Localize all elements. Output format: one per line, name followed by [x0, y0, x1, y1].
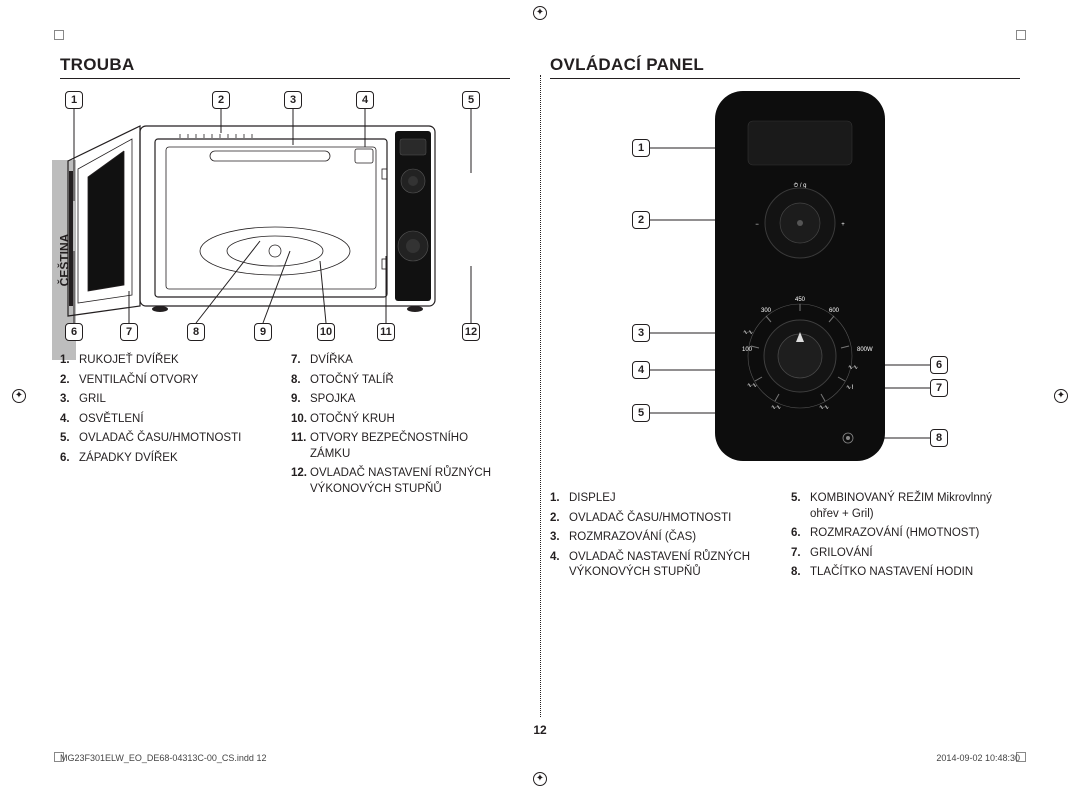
heading-panel: OVLÁDACÍ PANEL — [550, 55, 1020, 79]
panel-illustration: ⏱ / g − + — [550, 91, 1020, 461]
crop-mark-left: ✦ — [12, 389, 26, 403]
footer-timestamp: 2014-09-02 10:48:30 — [936, 753, 1020, 763]
page: ČEŠTINA TROUBA 1 2 3 4 5 6 7 8 9 10 11 1… — [60, 55, 1020, 737]
callout-9: 9 — [254, 323, 272, 341]
oven-legend: 1.RUKOJEŤ DVÍŘEK 2.VENTILAČNÍ OTVORY 3.G… — [60, 353, 510, 501]
crop-mark-right: ✦ — [1054, 389, 1068, 403]
svg-text:800W: 800W — [857, 347, 873, 353]
pcallout-4: 4 — [632, 361, 650, 379]
svg-text:∿⌇: ∿⌇ — [846, 384, 854, 391]
svg-text:∿∿: ∿∿ — [747, 383, 757, 389]
svg-text:−: − — [755, 222, 759, 228]
panel-legend: 1.DISPLEJ 2.OVLADAČ ČASU/HMOTNOSTI 3.ROZ… — [550, 491, 1020, 585]
callout-11: 11 — [377, 323, 395, 341]
page-number: 12 — [533, 723, 546, 737]
callout-4: 4 — [356, 91, 374, 109]
callout-2: 2 — [212, 91, 230, 109]
callout-5: 5 — [462, 91, 480, 109]
pcallout-6: 6 — [930, 356, 948, 374]
svg-text:∿∿: ∿∿ — [848, 365, 858, 371]
pcallout-5: 5 — [632, 404, 650, 422]
callout-7: 7 — [120, 323, 138, 341]
callout-8: 8 — [187, 323, 205, 341]
crop-mark-bottom: ✦ — [533, 772, 547, 786]
svg-text:+: + — [841, 222, 845, 228]
left-column: TROUBA 1 2 3 4 5 6 7 8 9 10 11 12 — [60, 55, 510, 737]
callout-10: 10 — [317, 323, 335, 341]
oven-diagram: 1 2 3 4 5 6 7 8 9 10 11 12 — [60, 91, 510, 341]
svg-text:300: 300 — [761, 308, 772, 314]
pcallout-3: 3 — [632, 324, 650, 342]
svg-text:600: 600 — [829, 308, 840, 314]
crop-mark-top: ✦ — [533, 6, 547, 20]
svg-text:∿∿: ∿∿ — [743, 330, 753, 336]
callout-12: 12 — [462, 323, 480, 341]
svg-text:450: 450 — [795, 297, 806, 303]
callout-6: 6 — [65, 323, 83, 341]
callout-3: 3 — [284, 91, 302, 109]
right-column: OVLÁDACÍ PANEL 1 2 3 4 5 6 7 8 — [550, 55, 1020, 737]
callout-1: 1 — [65, 91, 83, 109]
reg-corner — [1016, 30, 1026, 40]
pcallout-1: 1 — [632, 139, 650, 157]
reg-corner — [54, 30, 64, 40]
panel-diagram: 1 2 3 4 5 6 7 8 — [550, 91, 1020, 461]
oven-illustration — [60, 91, 490, 341]
svg-text:100: 100 — [742, 347, 753, 353]
footer-file: MG23F301ELW_EO_DE68-04313C-00_CS.indd 12 — [60, 753, 266, 763]
svg-text:∿∿: ∿∿ — [819, 405, 829, 411]
pcallout-2: 2 — [632, 211, 650, 229]
pcallout-7: 7 — [930, 379, 948, 397]
pcallout-8: 8 — [930, 429, 948, 447]
heading-trouba: TROUBA — [60, 55, 510, 79]
svg-text:∿∿: ∿∿ — [771, 405, 781, 411]
